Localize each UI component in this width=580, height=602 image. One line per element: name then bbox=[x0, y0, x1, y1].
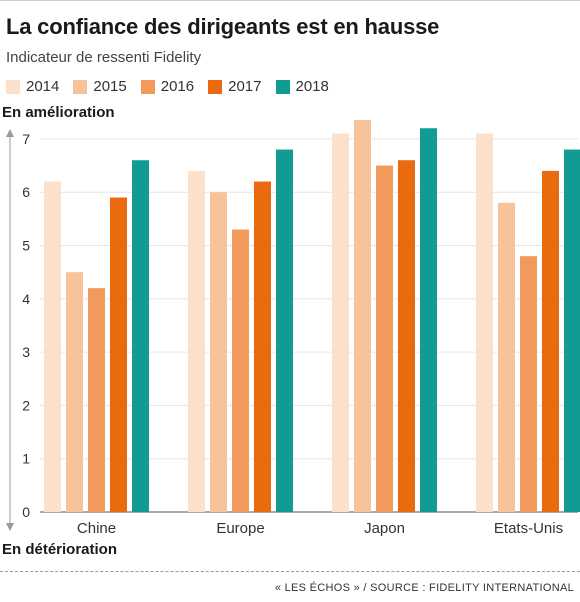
legend-label: 2018 bbox=[295, 78, 329, 95]
x-category-label: Chine bbox=[77, 520, 116, 537]
bar-Chine-2017 bbox=[110, 197, 127, 512]
legend-label: 2015 bbox=[93, 78, 127, 95]
x-category-label: Japon bbox=[364, 520, 405, 537]
legend-label: 2017 bbox=[228, 78, 262, 95]
bar-Europe-2018 bbox=[276, 149, 293, 512]
arrow-up-icon bbox=[6, 129, 14, 137]
bar-Japon-2018 bbox=[420, 128, 437, 513]
y-tick-label: 5 bbox=[22, 238, 30, 254]
legend-item-2015: 2015 bbox=[73, 78, 127, 95]
bar-Etats-Unis-2018 bbox=[564, 149, 580, 512]
source-credit: « LES ÉCHOS » / SOURCE : FIDELITY INTERN… bbox=[274, 582, 574, 594]
axis-label-deterioration: En détérioration bbox=[2, 541, 118, 558]
bottom-rule bbox=[0, 571, 580, 572]
legend-swatch bbox=[275, 79, 290, 94]
bar-chart: 0 1 2 3 4 5 6 7 Chine Europe Japon Etats-Unis bbox=[6, 120, 580, 537]
bar-Europe-2015 bbox=[210, 192, 227, 512]
bar-Chine-2014 bbox=[44, 181, 61, 512]
bar-Etats-Unis-2016 bbox=[520, 256, 537, 512]
bar-Etats-Unis-2015 bbox=[498, 202, 515, 513]
y-tick-label: 7 bbox=[22, 131, 30, 147]
legend-label: 2014 bbox=[26, 78, 60, 95]
legend-label: 2016 bbox=[160, 78, 195, 95]
x-category-label: Europe bbox=[216, 520, 264, 537]
y-tick-label: 4 bbox=[22, 291, 30, 307]
chart-title: La confiance des dirigeants est en hauss… bbox=[6, 14, 440, 39]
chart-subtitle: Indicateur de ressenti Fidelity bbox=[6, 49, 202, 66]
bar-Chine-2018 bbox=[132, 160, 149, 512]
bar-Japon-2017 bbox=[398, 160, 415, 512]
legend-swatch bbox=[208, 79, 223, 94]
bar-Japon-2015 bbox=[354, 120, 371, 512]
legend-item-2014: 2014 bbox=[6, 78, 59, 95]
legend-item-2018: 2018 bbox=[275, 78, 329, 95]
top-rule bbox=[0, 0, 580, 1]
legend-item-2017: 2017 bbox=[208, 78, 262, 95]
bar-Japon-2014 bbox=[332, 133, 349, 512]
legend-swatch bbox=[6, 79, 20, 94]
y-tick-label: 0 bbox=[22, 504, 30, 520]
axis-label-improvement: En amélioration bbox=[2, 104, 115, 121]
y-tick-label: 6 bbox=[22, 184, 30, 200]
y-tick-label: 1 bbox=[22, 451, 30, 467]
y-tick-label: 2 bbox=[22, 397, 30, 413]
x-category-label: Etats-Unis bbox=[494, 520, 563, 537]
legend-swatch bbox=[73, 79, 88, 94]
legend-item-2016: 2016 bbox=[140, 78, 195, 95]
legend-swatch bbox=[140, 79, 155, 94]
bar-Europe-2017 bbox=[254, 181, 271, 512]
bar-Europe-2016 bbox=[232, 229, 249, 512]
bar-Etats-Unis-2014 bbox=[476, 133, 493, 512]
bar-Chine-2016 bbox=[88, 288, 105, 512]
y-tick-label: 3 bbox=[22, 344, 30, 360]
bar-Etats-Unis-2017 bbox=[542, 170, 559, 512]
bar-Chine-2015 bbox=[66, 272, 83, 512]
bar-Europe-2014 bbox=[188, 170, 205, 512]
arrow-down-icon bbox=[6, 523, 14, 531]
bar-Japon-2016 bbox=[376, 165, 393, 513]
legend: 2014 2015 2016 2017 2018 bbox=[6, 78, 343, 95]
